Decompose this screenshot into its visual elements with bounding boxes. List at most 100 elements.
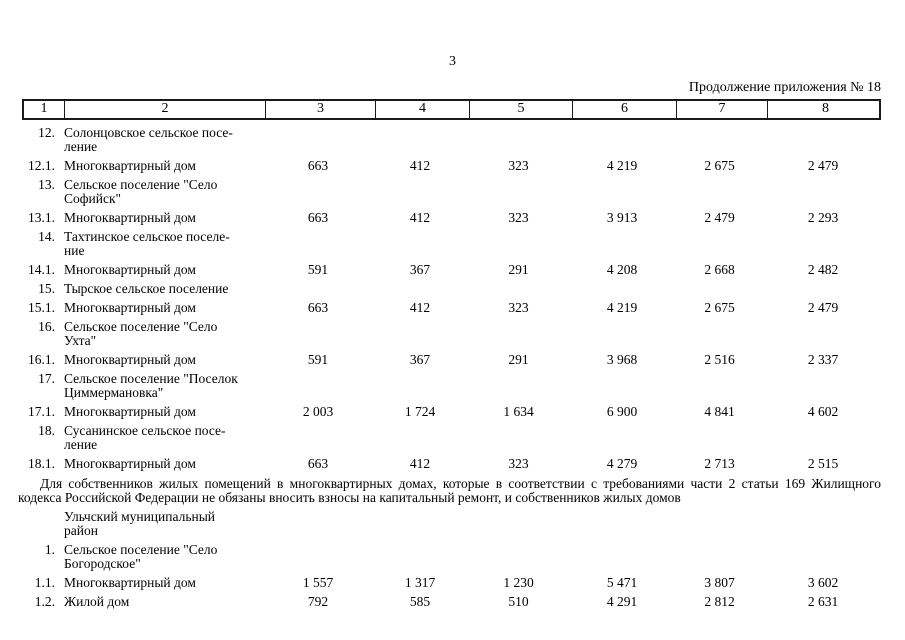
value-cell	[263, 372, 373, 400]
value-cell: 792	[307, 594, 329, 609]
value-cell	[263, 282, 373, 296]
column-header: 5	[469, 101, 572, 118]
column-header: 4	[375, 101, 469, 118]
value-cell: 2 713	[704, 456, 735, 471]
row-number: 15.1.	[28, 300, 55, 315]
row-number: 1.	[44, 542, 55, 557]
table-row: 17. Сельское поселение "Поселок Циммерман…	[22, 372, 881, 400]
value-cell: 4 208	[606, 262, 638, 277]
table-body: 12. Солонцовское сельское посе- ление 12.1…	[18, 125, 881, 609]
row-label: Жилой дом	[64, 594, 130, 609]
value-cell: 663	[307, 158, 329, 173]
value-cell: 412	[409, 158, 431, 173]
value-cell	[373, 126, 467, 154]
value-cell: 2 668	[704, 262, 735, 277]
value-cell: 2 675	[704, 158, 735, 173]
table-row: 15.1. Многоквартирный дом 663 412 323 4 219 2 …	[22, 301, 881, 315]
value-cell	[674, 320, 765, 348]
row-number: 18.1.	[28, 456, 55, 471]
value-cell: 4 291	[606, 594, 638, 609]
value-cell	[467, 126, 570, 154]
value-cell	[765, 510, 881, 538]
value-cell: 4 279	[606, 456, 638, 471]
value-cell	[263, 178, 373, 206]
value-cell	[570, 510, 674, 538]
value-cell: 4 219	[606, 158, 638, 173]
column-header: 8	[767, 101, 883, 118]
value-cell: 412	[409, 210, 431, 225]
value-cell	[674, 230, 765, 258]
table-row: 12.1. Многоквартирный дом 663 412 323 4 219 2 …	[22, 159, 881, 173]
value-cell	[373, 230, 467, 258]
row-number: 1.2.	[34, 594, 55, 609]
value-cell	[674, 424, 765, 452]
value-cell: 4 602	[807, 404, 839, 419]
value-cell	[765, 230, 881, 258]
table-row: 14.1. Многоквартирный дом 591 367 291 4 208 2 …	[22, 263, 881, 277]
note-paragraph: Для собственников жилых помещений в мног…	[18, 476, 881, 505]
value-cell: 2 516	[704, 352, 735, 367]
value-cell: 291	[508, 352, 529, 367]
value-cell	[263, 543, 373, 571]
value-cell: 6 900	[606, 404, 638, 419]
value-cell	[765, 126, 881, 154]
value-cell: 412	[409, 300, 431, 315]
row-number	[22, 510, 62, 538]
value-cell: 4 841	[704, 404, 735, 419]
table-row: 1. Сельское поселение "Село Богородское"	[22, 543, 881, 571]
value-cell: 663	[307, 210, 329, 225]
value-cell: 3 913	[606, 210, 638, 225]
value-cell	[467, 372, 570, 400]
value-cell	[674, 543, 765, 571]
value-cell: 663	[307, 300, 329, 315]
value-cell	[373, 543, 467, 571]
value-cell	[765, 543, 881, 571]
table-row: 16.1. Многоквартирный дом 591 367 291 3 968 2 …	[22, 353, 881, 367]
value-cell	[373, 178, 467, 206]
value-cell: 323	[508, 158, 529, 173]
value-cell	[765, 282, 881, 296]
value-cell: 323	[508, 300, 529, 315]
value-cell: 1 317	[404, 575, 436, 590]
value-cell	[674, 178, 765, 206]
row-label: Солонцовское сельское посе- ление	[64, 125, 233, 154]
value-cell: 2 515	[807, 456, 839, 471]
row-number: 14.	[38, 229, 55, 244]
row-number: 15.	[38, 281, 55, 296]
row-label: Сельское поселение "Село Ухта"	[64, 319, 218, 348]
row-number: 16.	[38, 319, 55, 334]
table-row: 1.1. Многоквартирный дом 1 557 1 317 1 230 5 …	[22, 576, 881, 590]
value-cell	[765, 372, 881, 400]
value-cell	[263, 510, 373, 538]
value-cell: 1 557	[302, 575, 334, 590]
value-cell	[467, 424, 570, 452]
table-row: 18. Сусанинское сельское посе- ление	[22, 424, 881, 452]
value-cell: 367	[409, 352, 431, 367]
row-label: Сельское поселение "Поселок Циммермановк…	[64, 371, 238, 400]
row-label: Многоквартирный дом	[64, 262, 196, 277]
appendix-continuation-label: Продолжение приложения № 18	[688, 80, 881, 95]
table-row: 13. Сельское поселение "Село Софийск"	[22, 178, 881, 206]
column-header: 2	[64, 101, 265, 118]
row-label: Многоквартирный дом	[64, 404, 196, 419]
value-cell: 367	[409, 262, 431, 277]
value-cell	[570, 230, 674, 258]
table-row: 1.2. Жилой дом 792 585 510 4 291 2 812 2 631	[22, 595, 881, 609]
value-cell	[570, 320, 674, 348]
value-cell	[765, 424, 881, 452]
row-label: Сельское поселение "Село Богородское"	[64, 542, 218, 571]
value-cell: 510	[508, 594, 529, 609]
value-cell	[570, 372, 674, 400]
page-number: 3	[449, 54, 456, 69]
value-cell	[373, 510, 467, 538]
row-label: Сельское поселение "Село Софийск"	[64, 177, 218, 206]
row-number: 1.1.	[34, 575, 55, 590]
value-cell: 2 479	[704, 210, 735, 225]
row-number: 14.1.	[28, 262, 55, 277]
row-number: 16.1.	[28, 352, 55, 367]
table-row: 17.1. Многоквартирный дом 2 003 1 724 1 634 6…	[22, 405, 881, 419]
row-number: 13.	[38, 177, 55, 192]
value-cell	[373, 372, 467, 400]
value-cell	[674, 282, 765, 296]
